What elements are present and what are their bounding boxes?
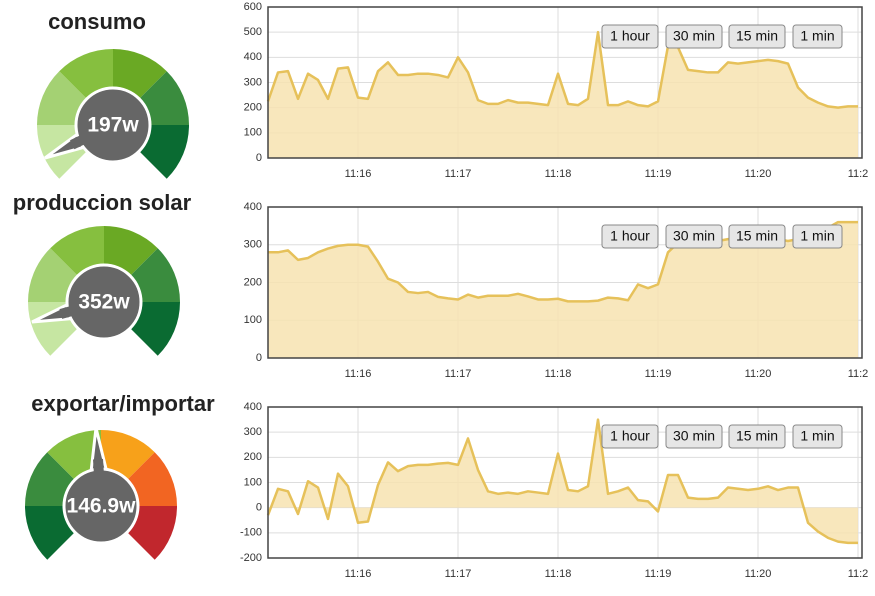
x-tick-label: 11:2 — [848, 568, 869, 580]
range-button[interactable] — [601, 24, 659, 49]
x-tick-label: 11:19 — [645, 168, 672, 180]
x-tick-label: 11:18 — [545, 168, 572, 180]
gauge-value: 197w — [87, 114, 139, 137]
line — [266, 30, 858, 109]
y-tick-label: 100 — [244, 314, 262, 326]
range-button-label[interactable]: 1 hour — [610, 428, 650, 444]
y-tick-label: 400 — [244, 51, 262, 63]
gauge-hub-inner — [78, 90, 148, 160]
range-button[interactable] — [728, 24, 786, 49]
y-tick-label: 200 — [244, 451, 262, 463]
x-tick-label: 11:19 — [645, 368, 672, 380]
range-button[interactable] — [792, 224, 843, 249]
y-tick-label: 400 — [244, 401, 262, 413]
x-tick-label: 11:20 — [745, 168, 772, 180]
area-fill — [268, 32, 858, 158]
range-button-label[interactable]: 15 min — [736, 428, 778, 444]
line — [266, 418, 858, 545]
range-button-label[interactable]: 15 min — [736, 28, 778, 44]
plot-frame — [267, 406, 863, 559]
x-tick-label: 11:18 — [545, 568, 572, 580]
y-tick-label: 0 — [256, 352, 262, 364]
range-button[interactable] — [792, 24, 843, 49]
range-button-label[interactable]: 15 min — [736, 228, 778, 244]
gauge-title: exportar/importar — [31, 391, 215, 416]
range-button[interactable] — [728, 424, 786, 449]
y-tick-label: 600 — [244, 1, 262, 13]
x-tick-label: 11:19 — [645, 568, 672, 580]
area-fill — [268, 419, 858, 543]
x-tick-label: 11:20 — [745, 368, 772, 380]
y-tick-label: -200 — [240, 552, 262, 564]
y-tick-label: 500 — [244, 26, 262, 38]
gauge-title: consumo — [48, 9, 146, 34]
plot-frame — [267, 206, 863, 359]
range-button-label[interactable]: 1 hour — [610, 28, 650, 44]
y-tick-label: 0 — [256, 152, 262, 164]
x-tick-label: 11:17 — [445, 568, 472, 580]
range-button-label[interactable]: 1 min — [800, 28, 834, 44]
plot-frame — [267, 6, 863, 159]
range-button[interactable] — [601, 424, 659, 449]
area-fill — [268, 222, 858, 358]
y-tick-label: 0 — [256, 502, 262, 514]
y-tick-label: 200 — [244, 276, 262, 288]
x-tick-label: 11:16 — [345, 368, 372, 380]
gauge-value: 352w — [78, 291, 130, 314]
x-tick-label: 11:20 — [745, 568, 772, 580]
x-tick-label: 11:2 — [848, 168, 869, 180]
x-tick-label: 11:18 — [545, 368, 572, 380]
y-tick-label: 200 — [244, 102, 262, 114]
gauge-value: 146.9w — [67, 495, 137, 518]
range-button[interactable] — [665, 24, 723, 49]
range-button-label[interactable]: 1 min — [800, 228, 834, 244]
range-button-label[interactable]: 1 hour — [610, 228, 650, 244]
x-tick-label: 11:16 — [345, 568, 372, 580]
x-tick-label: 11:2 — [848, 368, 869, 380]
y-tick-label: 400 — [244, 201, 262, 213]
range-button-label[interactable]: 30 min — [673, 228, 715, 244]
y-tick-label: 300 — [244, 239, 262, 251]
range-button[interactable] — [665, 424, 723, 449]
gauge-title: produccion solar — [13, 190, 192, 215]
y-tick-label: 100 — [244, 127, 262, 139]
gauge-hub-inner — [66, 471, 136, 541]
y-tick-label: 300 — [244, 426, 262, 438]
range-button[interactable] — [665, 224, 723, 249]
x-tick-label: 11:17 — [445, 168, 472, 180]
x-tick-label: 11:16 — [345, 168, 372, 180]
range-button[interactable] — [792, 424, 843, 449]
range-button[interactable] — [601, 224, 659, 249]
y-tick-label: -100 — [240, 527, 262, 539]
x-tick-label: 11:17 — [445, 368, 472, 380]
range-button[interactable] — [728, 224, 786, 249]
range-button-label[interactable]: 1 min — [800, 428, 834, 444]
y-tick-label: 300 — [244, 76, 262, 88]
range-button-label[interactable]: 30 min — [673, 28, 715, 44]
gauge-hub-inner — [69, 267, 139, 337]
range-button-label[interactable]: 30 min — [673, 428, 715, 444]
y-tick-label: 100 — [244, 476, 262, 488]
